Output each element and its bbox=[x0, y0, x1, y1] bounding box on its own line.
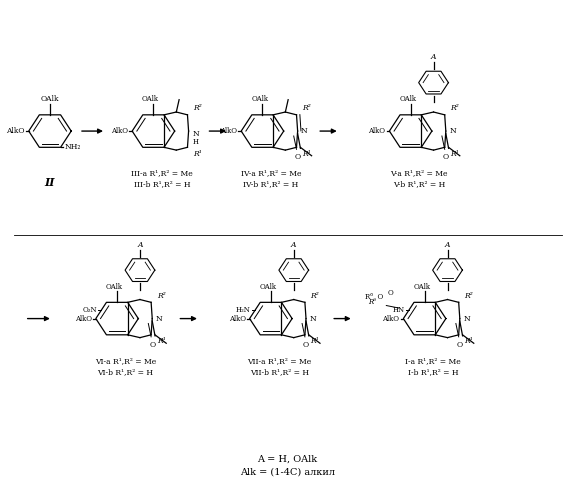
Text: VII-b R¹,R² = H: VII-b R¹,R² = H bbox=[250, 368, 309, 376]
Text: AlkO: AlkO bbox=[6, 127, 25, 135]
Text: Alk = (1-4C) алкил: Alk = (1-4C) алкил bbox=[240, 467, 335, 476]
Text: O: O bbox=[457, 341, 463, 349]
Text: N: N bbox=[156, 314, 162, 322]
Text: R²: R² bbox=[302, 104, 311, 112]
Text: VII-a R¹,R² = Me: VII-a R¹,R² = Me bbox=[247, 357, 311, 365]
Text: R²: R² bbox=[465, 292, 473, 300]
Text: I-b R¹,R² = H: I-b R¹,R² = H bbox=[408, 368, 458, 376]
Text: II: II bbox=[44, 177, 55, 188]
Text: O: O bbox=[295, 153, 301, 161]
Text: N: N bbox=[310, 314, 316, 322]
Text: OAlk: OAlk bbox=[40, 95, 59, 103]
Text: IV-b R¹,R² = H: IV-b R¹,R² = H bbox=[243, 180, 299, 189]
Text: I-a R¹,R² = Me: I-a R¹,R² = Me bbox=[405, 357, 461, 365]
Text: R¹: R¹ bbox=[193, 150, 202, 158]
Text: OAlk: OAlk bbox=[259, 282, 276, 290]
Text: R⁶  O: R⁶ O bbox=[365, 293, 383, 301]
Text: A = H, OAlk: A = H, OAlk bbox=[258, 455, 317, 464]
Text: OAlk: OAlk bbox=[251, 95, 268, 103]
Text: IV-a R¹,R² = Me: IV-a R¹,R² = Me bbox=[241, 170, 301, 178]
Text: O: O bbox=[149, 341, 155, 349]
Text: VI-b R¹,R² = H: VI-b R¹,R² = H bbox=[97, 368, 153, 376]
Text: R¹: R¹ bbox=[157, 337, 165, 345]
Text: R¹: R¹ bbox=[302, 150, 311, 158]
Text: VI-a R¹,R² = Me: VI-a R¹,R² = Me bbox=[95, 357, 156, 365]
Text: A: A bbox=[431, 53, 436, 61]
Text: HN: HN bbox=[393, 306, 405, 314]
Text: R¹: R¹ bbox=[465, 337, 473, 345]
Text: AlkO: AlkO bbox=[368, 127, 385, 135]
Text: R⁶: R⁶ bbox=[368, 297, 376, 305]
Text: R²: R² bbox=[450, 104, 459, 112]
Text: NH₂: NH₂ bbox=[64, 143, 81, 151]
Text: AlkO: AlkO bbox=[111, 127, 128, 135]
Text: O₂N: O₂N bbox=[83, 306, 97, 314]
Text: V-b R¹,R² = H: V-b R¹,R² = H bbox=[393, 180, 445, 189]
Text: R¹: R¹ bbox=[311, 337, 319, 345]
Text: R²: R² bbox=[311, 292, 319, 300]
Text: R²: R² bbox=[157, 292, 165, 300]
Text: AlkO: AlkO bbox=[75, 314, 92, 322]
Text: O: O bbox=[443, 153, 449, 161]
Text: AlkO: AlkO bbox=[382, 314, 400, 322]
Text: III-a R¹,R² = Me: III-a R¹,R² = Me bbox=[131, 170, 193, 178]
Text: OAlk: OAlk bbox=[400, 95, 416, 103]
Text: N: N bbox=[301, 127, 308, 135]
Text: AlkO: AlkO bbox=[229, 314, 246, 322]
Text: O: O bbox=[388, 288, 394, 296]
Text: R²: R² bbox=[193, 104, 202, 112]
Text: H: H bbox=[193, 139, 199, 147]
Text: III-b R¹,R² = H: III-b R¹,R² = H bbox=[134, 180, 190, 189]
Text: R¹: R¹ bbox=[450, 150, 459, 158]
Text: N: N bbox=[193, 130, 200, 138]
Text: O: O bbox=[303, 341, 309, 349]
Text: A: A bbox=[137, 241, 142, 249]
Text: H₂N: H₂N bbox=[236, 306, 251, 314]
Text: AlkO: AlkO bbox=[220, 127, 237, 135]
Text: OAlk: OAlk bbox=[106, 282, 123, 290]
Text: OAlk: OAlk bbox=[142, 95, 159, 103]
Text: N: N bbox=[463, 314, 470, 322]
Text: A: A bbox=[291, 241, 296, 249]
Text: V-a R¹,R² = Me: V-a R¹,R² = Me bbox=[390, 170, 448, 178]
Text: N: N bbox=[449, 127, 456, 135]
Text: A: A bbox=[445, 241, 450, 249]
Text: OAlk: OAlk bbox=[413, 282, 430, 290]
